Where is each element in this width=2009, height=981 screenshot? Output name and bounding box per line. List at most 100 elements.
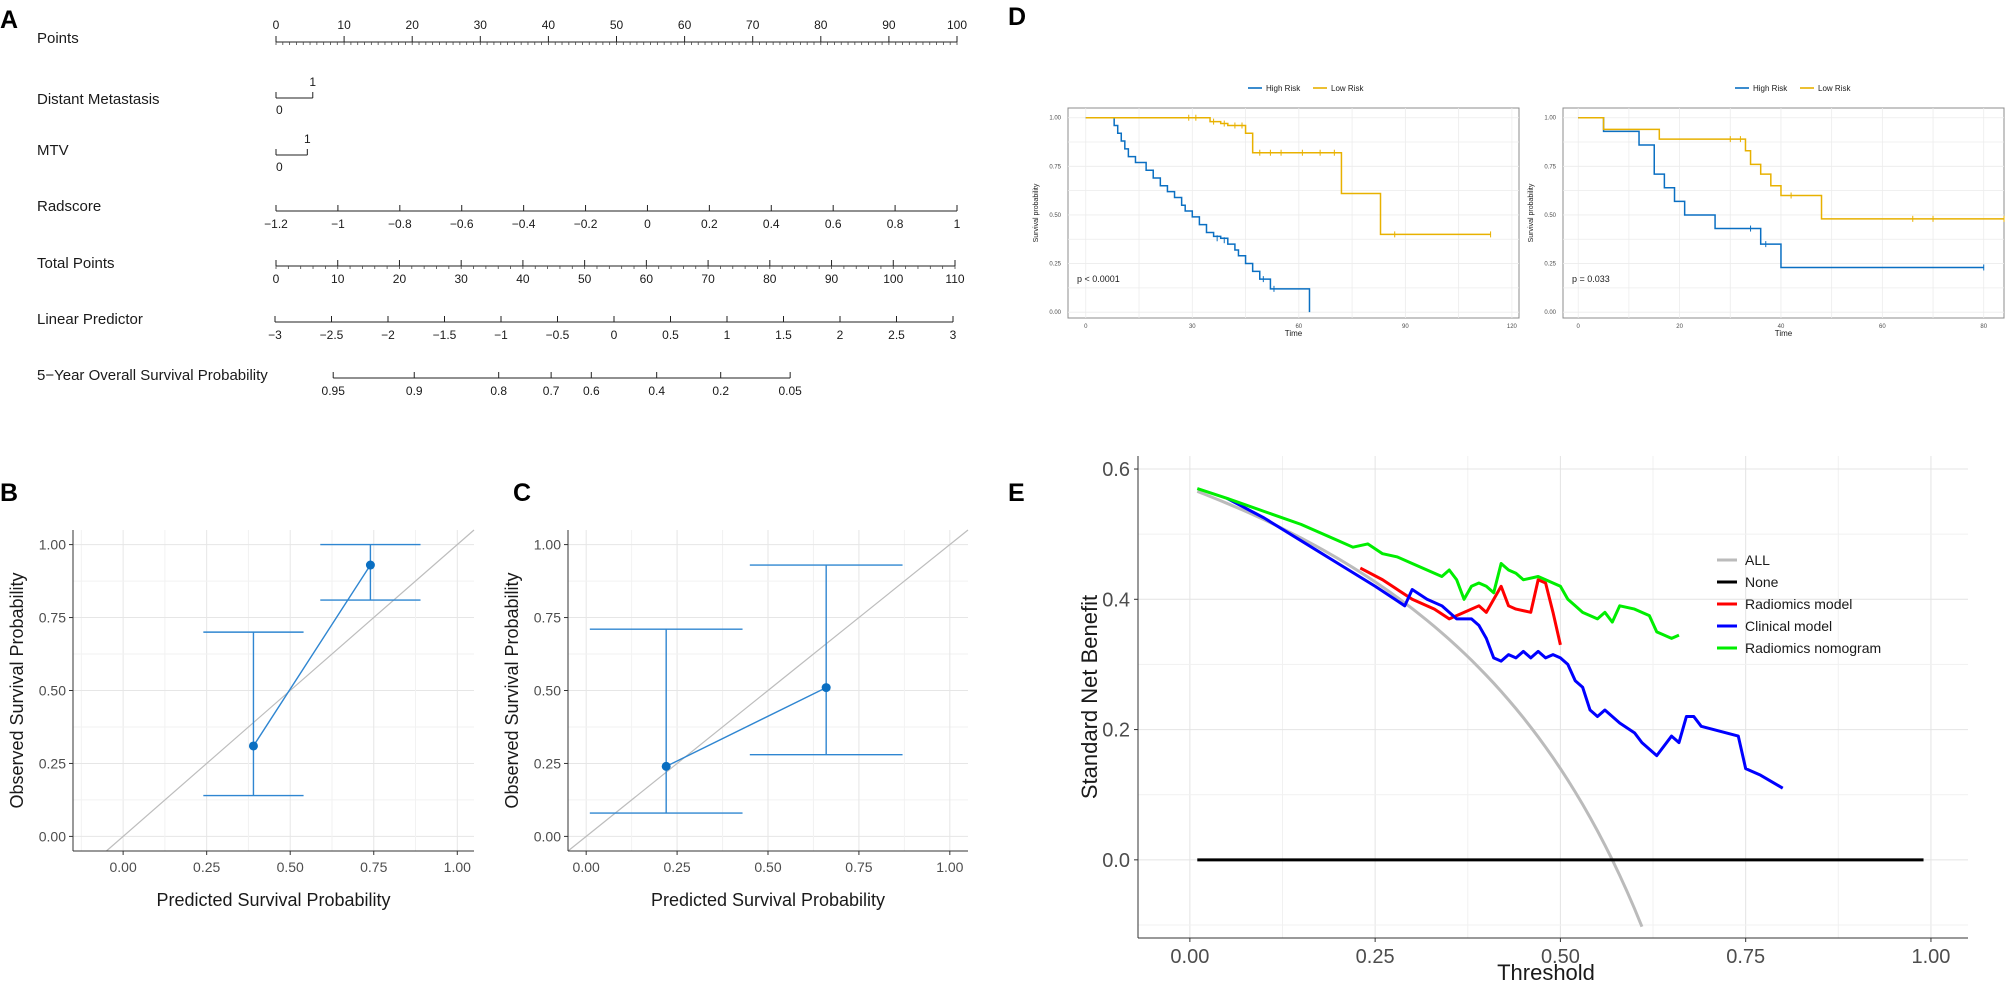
y-axis-title: Survival probability <box>1033 183 1040 242</box>
calibration-line <box>252 564 371 747</box>
nomogram-tick-label: 90 <box>825 272 839 286</box>
x-tick-label: 0.00 <box>1170 946 1209 968</box>
y-tick-label: 0.50 <box>534 683 561 699</box>
nomogram-tick-label: 40 <box>516 272 530 286</box>
x-tick-label: 60 <box>1295 324 1302 330</box>
y-tick-label: 0.50 <box>1544 213 1556 219</box>
nomogram-tick-label: 30 <box>455 272 469 286</box>
nomogram-tick-label: 0 <box>276 103 283 117</box>
x-tick-label: 80 <box>1980 324 1987 330</box>
y-tick-label: 0.75 <box>534 610 561 626</box>
decision-curve-plot: 0.0 0.2 0.4 0.6 0.00 0.25 0.50 0.75 1.00 Threshol… <box>1077 456 1968 981</box>
nomogram-tick-label: −0.5 <box>546 328 570 342</box>
nomogram-tick-label: 50 <box>578 272 592 286</box>
nomogram-tick-label: 1 <box>954 217 961 231</box>
dca-curve <box>1196 489 1644 928</box>
calibration-point <box>248 741 258 751</box>
nomogram-tick-label: 0.4 <box>648 384 665 398</box>
y-tick-label: 0.75 <box>1049 164 1061 170</box>
nomogram-tick-label: 2 <box>837 328 844 342</box>
calibration-plot-c: 0.00 0.25 0.50 0.75 1.00 0.00 0.25 0.50 0.75 1.00… <box>502 529 969 910</box>
nomogram-tick-label: 40 <box>542 18 556 32</box>
calibration-line <box>665 686 827 768</box>
x-axis-title: Predicted Survival Probability <box>156 890 390 910</box>
dca-curve <box>1196 487 1680 640</box>
y-tick-label: 0.00 <box>1049 310 1061 316</box>
nomogram-tick-label: 1.5 <box>775 328 792 342</box>
nomogram-row-label: Distant Metastasis <box>37 91 160 108</box>
calibration-point <box>365 560 375 570</box>
x-axis-title: Threshold <box>1497 960 1595 981</box>
nomogram-tick-label: 0.05 <box>778 384 802 398</box>
nomogram-tick-label: 0.5 <box>662 328 679 342</box>
y-tick-label: 0.25 <box>39 755 66 771</box>
x-tick-label: 0.50 <box>277 859 304 875</box>
nomogram-tick-label: −2 <box>381 328 395 342</box>
y-tick-label: 1.00 <box>1049 116 1061 122</box>
nomogram-tick-label: 10 <box>331 272 345 286</box>
diagonal-reference-line <box>567 529 969 852</box>
nomogram-tick-label: 80 <box>763 272 777 286</box>
x-axis-title: Time <box>1775 329 1793 338</box>
y-tick-label: 0.50 <box>39 683 66 699</box>
x-tick-label: 0.75 <box>1726 946 1765 968</box>
nomogram-tick-label: 20 <box>393 272 407 286</box>
legend-label: High Risk <box>1753 84 1788 93</box>
nomogram-tick-label: 1 <box>724 328 731 342</box>
nomogram-tick-label: 50 <box>610 18 624 32</box>
panel-label-a: A <box>0 6 18 34</box>
survival-curve <box>1085 116 1311 313</box>
legend-label: Low Risk <box>1818 84 1851 93</box>
dca-curve <box>1359 566 1562 646</box>
y-tick-label: 0.2 <box>1102 720 1130 742</box>
survival-curve <box>1085 116 1491 236</box>
nomogram-tick-label: 0 <box>273 18 280 32</box>
nomogram-tick-label: 0 <box>644 217 651 231</box>
y-tick-label: 0.00 <box>39 828 66 844</box>
nomogram-tick-label: 10 <box>337 18 351 32</box>
y-tick-label: 0.00 <box>534 828 561 844</box>
nomogram-tick-label: 90 <box>882 18 896 32</box>
y-tick-label: 0.6 <box>1102 459 1130 481</box>
x-tick-label: 0 <box>1577 324 1581 330</box>
y-tick-label: 1.00 <box>1544 116 1556 122</box>
y-axis-title: Observed Survival Probability <box>502 572 522 808</box>
y-tick-label: 0.50 <box>1049 213 1061 219</box>
diagonal-reference-line <box>106 529 475 852</box>
survival-curve <box>1578 116 2004 220</box>
nomogram-tick-label: 0.4 <box>763 217 780 231</box>
km-plot-left: 0.00 0.25 0.50 0.75 1.00 0 30 60 90 120 Time Surviv… <box>1033 84 1520 338</box>
nomogram-tick-label: −1 <box>331 217 345 231</box>
legend-label: High Risk <box>1266 84 1301 93</box>
nomogram-tick-label: 60 <box>640 272 654 286</box>
legend-label: Radiomics nomogram <box>1745 640 1881 656</box>
nomogram-tick-label: 100 <box>883 272 903 286</box>
x-tick-label: 60 <box>1879 324 1886 330</box>
y-tick-label: 0.25 <box>1049 262 1061 268</box>
y-tick-label: 0.4 <box>1102 589 1130 611</box>
nomogram-tick-label: 0 <box>273 272 280 286</box>
nomogram-tick-label: −3 <box>268 328 282 342</box>
nomogram-tick-label: 80 <box>814 18 828 32</box>
x-tick-label: 0.75 <box>360 859 387 875</box>
legend-label: Low Risk <box>1331 84 1364 93</box>
nomogram-tick-label: −0.2 <box>574 217 598 231</box>
y-tick-label: 0.75 <box>39 610 66 626</box>
nomogram-tick-label: 1 <box>309 75 316 89</box>
nomogram-tick-label: 30 <box>474 18 488 32</box>
nomogram-tick-label: −0.8 <box>388 217 412 231</box>
nomogram-tick-label: 100 <box>947 18 967 32</box>
nomogram-tick-label: 0.2 <box>712 384 729 398</box>
x-tick-label: 0.25 <box>663 859 690 875</box>
panel-label-d: D <box>1008 3 1026 31</box>
p-value-label: p < 0.0001 <box>1077 274 1120 284</box>
panel-label-b: B <box>0 479 18 507</box>
nomogram-row-label: Points <box>37 30 79 47</box>
nomogram-tick-label: 0.95 <box>322 384 346 398</box>
nomogram-tick-label: 0.8 <box>490 384 507 398</box>
dca-curve <box>1226 497 1784 790</box>
y-tick-label: 1.00 <box>534 537 561 553</box>
nomogram-row-label: Total Points <box>37 255 115 272</box>
x-tick-label: 0.25 <box>193 859 220 875</box>
